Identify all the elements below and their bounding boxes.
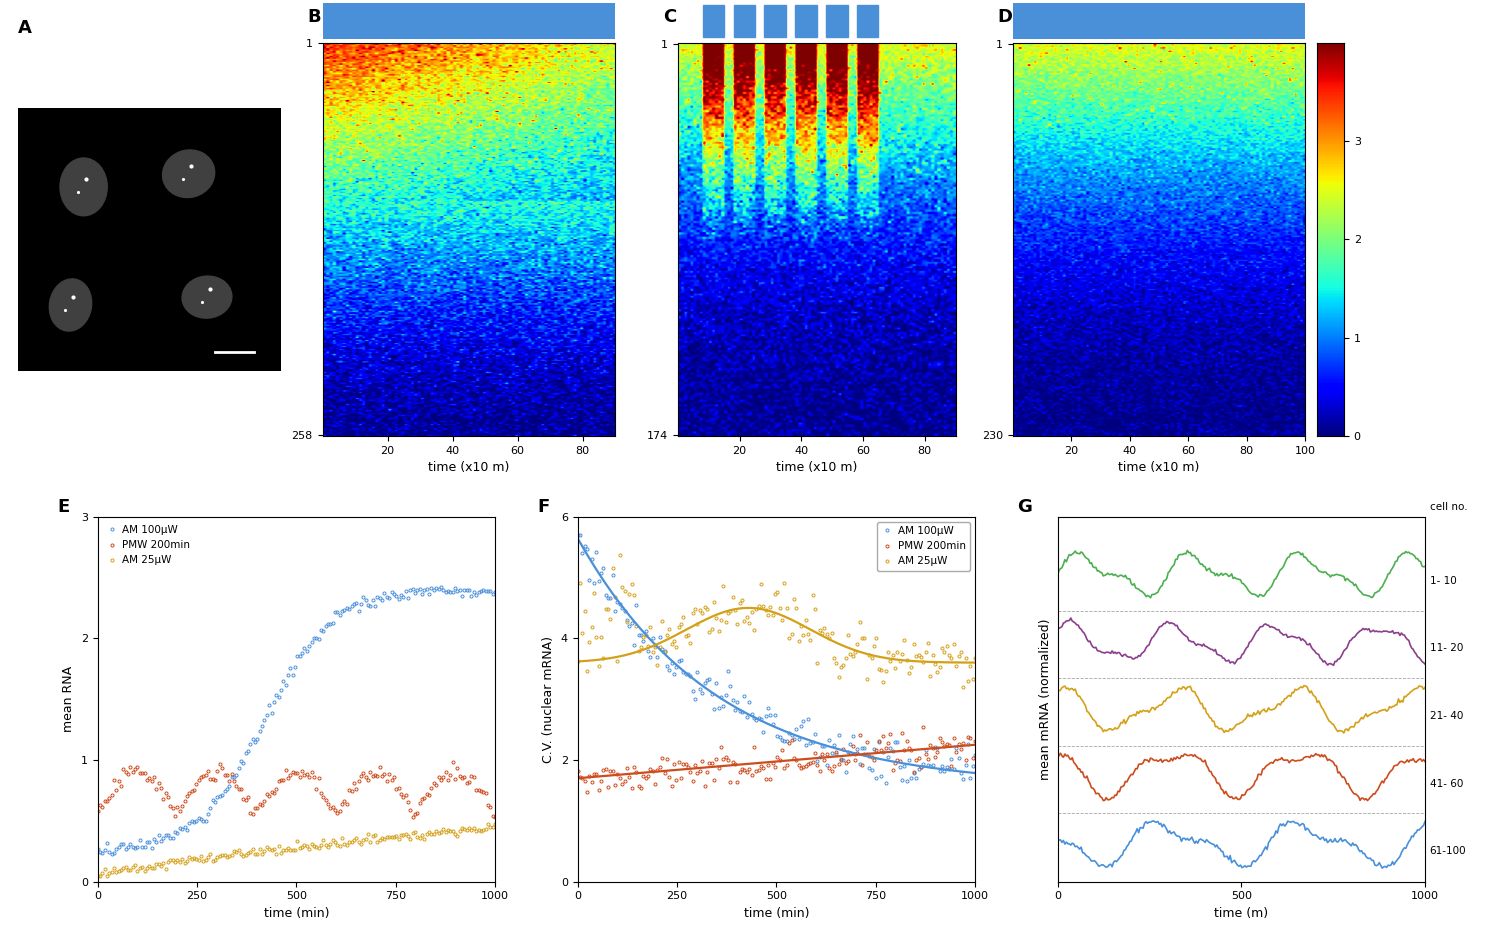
Text: A: A [18,19,32,37]
PMW 200min [718,755,736,766]
Text: cell no.: cell no. [1430,502,1467,513]
PMW 200min [486,811,504,823]
PMW 200min [928,747,946,758]
X-axis label: time (min): time (min) [744,907,808,920]
Bar [856,5,879,37]
Text: 21- 40: 21- 40 [1430,711,1462,721]
AM 100μW [762,709,780,720]
PMW 200min [146,772,164,783]
X-axis label: time (x10 m): time (x10 m) [776,462,858,474]
Ellipse shape [60,158,108,216]
Ellipse shape [162,150,214,197]
AM 100μW [928,743,946,755]
Text: 1- 10: 1- 10 [1430,575,1456,586]
AM 100μW [718,665,736,677]
AM 25μW [88,871,106,883]
PMW 200min [448,762,466,774]
AM 100μW [780,727,798,738]
AM 25μW [298,841,316,852]
PMW 200min [568,765,586,776]
AM 100μW [282,663,300,674]
Y-axis label: mean RNA: mean RNA [62,666,75,732]
PMW 200min [444,757,462,768]
AM 100μW [764,719,782,730]
AM 25μW [282,844,300,855]
Line: AM 25μW: AM 25μW [576,554,976,688]
Line: PMW 200min: PMW 200min [576,725,976,793]
AM 100μW [572,529,590,540]
Text: B: B [308,8,321,26]
Text: G: G [1017,498,1032,516]
Bar [734,5,754,37]
AM 100μW [88,844,106,855]
AM 100μW [966,749,984,760]
AM 25μW [237,849,255,861]
AM 100μW [448,585,466,596]
X-axis label: time (x10 m): time (x10 m) [427,462,510,474]
PMW 200min [237,794,255,806]
Line: PMW 200min: PMW 200min [96,760,496,818]
Text: D: D [998,8,1012,26]
Legend: AM 100μW, PMW 200min, AM 25μW: AM 100μW, PMW 200min, AM 25μW [878,521,971,571]
PMW 200min [627,767,645,778]
X-axis label: time (m): time (m) [1214,907,1269,920]
Ellipse shape [182,276,232,319]
AM 25μW [146,863,164,874]
AM 25μW [444,825,462,836]
Y-axis label: mean mRNA (normalized): mean mRNA (normalized) [1040,618,1052,780]
AM 100μW [486,586,504,597]
Text: C: C [663,8,676,26]
PMW 200min [88,806,106,817]
Text: 11- 20: 11- 20 [1430,644,1462,653]
PMW 200min [762,774,780,785]
AM 25μW [926,658,944,669]
PMW 200min [282,770,300,781]
AM 25μW [568,655,586,666]
AM 100μW [876,777,894,789]
PMW 200min [966,736,984,747]
Ellipse shape [50,279,92,331]
AM 25μW [627,621,645,632]
AM 25μW [954,682,972,693]
AM 100μW [627,599,645,611]
X-axis label: time (min): time (min) [264,907,328,920]
AM 100μW [147,836,165,848]
PMW 200min [404,811,422,823]
AM 25μW [780,632,798,644]
PMW 200min [764,757,782,769]
PMW 200min [780,737,798,748]
AM 100μW [102,848,120,860]
AM 25μW [610,549,628,560]
Bar [795,5,816,37]
Line: AM 100μW: AM 100μW [96,586,496,856]
AM 25μW [966,652,984,664]
AM 25μW [762,602,780,613]
Text: 41- 60: 41- 60 [1430,778,1462,789]
AM 25μW [279,843,297,854]
Text: E: E [57,498,69,516]
Y-axis label: C.V. (nuclear mRNA): C.V. (nuclear mRNA) [542,636,555,762]
Bar [765,5,786,37]
PMW 200min [915,720,933,732]
X-axis label: time (x10 m): time (x10 m) [1118,462,1200,474]
Line: AM 25μW: AM 25μW [96,822,496,878]
PMW 200min [578,787,596,798]
Text: 61-100: 61-100 [1430,847,1466,856]
Text: F: F [537,498,549,516]
Legend: AM 100μW, PMW 200min, AM 25μW: AM 100μW, PMW 200min, AM 25μW [102,521,194,569]
Bar [827,5,848,37]
AM 100μW [568,530,586,541]
AM 25μW [486,818,504,830]
PMW 200min [279,772,297,783]
AM 100μW [300,640,318,651]
PMW 200min [298,769,316,780]
AM 100μW [284,669,302,681]
Bar [702,5,724,37]
AM 100μW [432,581,450,592]
AM 25μW [764,610,782,621]
AM 25μW [718,607,736,618]
AM 100μW [238,745,256,757]
Line: AM 100μW: AM 100μW [576,534,976,784]
